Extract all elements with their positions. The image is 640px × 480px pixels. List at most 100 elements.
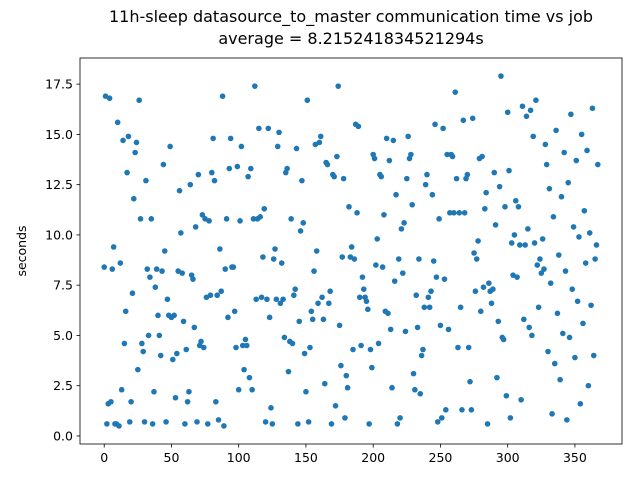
point <box>381 212 387 218</box>
point <box>359 274 366 280</box>
point <box>214 292 220 299</box>
point <box>144 266 151 272</box>
point <box>222 266 229 272</box>
point <box>367 346 374 353</box>
point <box>182 421 188 427</box>
axes-frame <box>79 57 623 445</box>
point <box>373 262 379 268</box>
point <box>566 334 573 341</box>
point <box>560 330 566 337</box>
point <box>129 290 136 297</box>
point <box>128 398 134 405</box>
point <box>156 332 163 339</box>
point <box>547 280 554 286</box>
point <box>397 415 403 421</box>
point <box>529 332 535 339</box>
point <box>291 292 297 299</box>
point <box>171 312 177 319</box>
point <box>250 216 257 222</box>
point <box>261 205 268 212</box>
point <box>248 165 254 172</box>
point <box>340 175 347 182</box>
point <box>399 270 406 276</box>
point <box>480 284 487 290</box>
point <box>555 252 562 258</box>
point <box>496 183 503 190</box>
point <box>584 147 590 154</box>
point <box>530 133 537 140</box>
point <box>504 109 511 116</box>
point <box>590 352 597 359</box>
point <box>550 214 557 220</box>
point <box>145 332 152 339</box>
point <box>511 232 518 238</box>
point <box>433 274 440 280</box>
point <box>425 294 432 301</box>
point <box>534 262 541 268</box>
point <box>438 415 445 421</box>
point <box>514 274 520 280</box>
x-tick-label: 350 <box>563 450 587 465</box>
point <box>541 266 547 272</box>
x-tick-label: 100 <box>227 450 251 465</box>
point <box>383 135 390 142</box>
point <box>155 312 161 319</box>
point <box>192 224 199 230</box>
point <box>217 246 223 252</box>
point <box>327 288 333 295</box>
point <box>562 268 569 274</box>
point <box>580 320 586 327</box>
point <box>577 400 584 407</box>
point <box>303 388 309 395</box>
point <box>234 163 241 170</box>
point <box>401 220 407 226</box>
point <box>178 230 184 236</box>
point <box>369 364 375 371</box>
point <box>456 210 463 216</box>
point <box>223 216 230 222</box>
point <box>516 242 523 248</box>
point <box>207 292 214 299</box>
point <box>143 177 149 184</box>
point <box>554 310 561 317</box>
point <box>219 93 226 99</box>
point <box>561 149 567 156</box>
point <box>483 189 489 196</box>
point <box>343 372 350 379</box>
point <box>204 421 211 427</box>
point <box>366 421 372 427</box>
point <box>354 210 360 216</box>
point <box>110 244 117 250</box>
point <box>543 161 550 168</box>
point <box>311 268 317 274</box>
point <box>457 304 464 311</box>
point <box>585 382 592 389</box>
point <box>148 216 155 222</box>
point <box>578 131 585 138</box>
point <box>159 268 165 274</box>
point <box>486 280 492 286</box>
point <box>116 423 122 429</box>
point <box>488 300 495 307</box>
point <box>200 344 207 351</box>
point <box>257 214 264 220</box>
point <box>391 278 398 284</box>
point <box>122 308 129 315</box>
point <box>339 254 346 260</box>
point <box>558 193 565 200</box>
point <box>389 384 395 391</box>
point <box>546 185 553 192</box>
point <box>324 161 331 168</box>
point <box>284 165 290 172</box>
point <box>475 238 481 244</box>
point <box>521 316 527 323</box>
point <box>233 344 239 351</box>
point <box>574 298 581 305</box>
point <box>136 97 142 104</box>
point <box>321 380 328 387</box>
y-axis-label: seconds <box>14 225 29 276</box>
point <box>459 407 465 413</box>
point <box>342 415 348 421</box>
point <box>445 326 452 333</box>
point <box>305 419 312 425</box>
